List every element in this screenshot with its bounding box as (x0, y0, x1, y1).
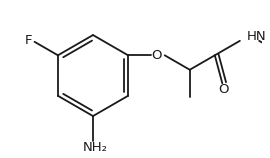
Text: NH₂: NH₂ (82, 141, 107, 154)
Text: F: F (25, 34, 32, 47)
Text: O: O (218, 83, 228, 97)
Text: O: O (152, 49, 162, 62)
Text: HN: HN (247, 30, 266, 43)
